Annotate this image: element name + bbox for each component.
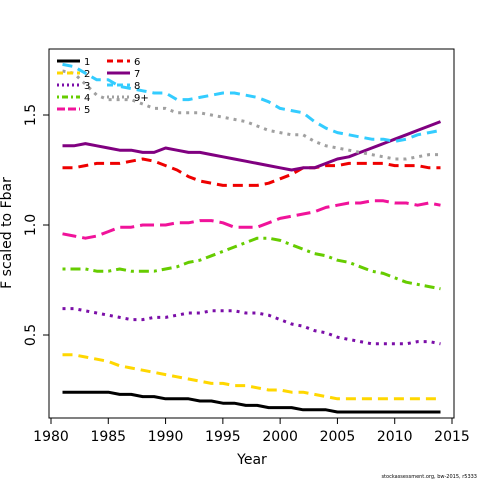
y-tick-label: 1.5 [23, 104, 39, 126]
x-tick-label: 2000 [262, 429, 298, 445]
x-axis-label: Year [236, 452, 267, 468]
x-tick-label: 2010 [377, 429, 413, 445]
y-axis-label: F scaled to Fbar [0, 177, 15, 289]
legend-label: 5 [84, 105, 90, 116]
legend-label: 9+ [134, 93, 149, 104]
x-tick-label: 1980 [33, 429, 69, 445]
legend-label: 1 [84, 57, 90, 68]
series-line-5 [62, 199, 441, 240]
x-tick-label: 2005 [320, 429, 356, 445]
legend-label: 2 [84, 69, 90, 80]
legend-label: 6 [134, 57, 140, 68]
series-line-4 [62, 236, 441, 291]
y-tick-label: 0.5 [23, 324, 39, 346]
y-axis: 0.5 1.0 1.5 [23, 104, 49, 346]
legend-label: 3 [84, 81, 90, 92]
x-tick-label: 2015 [434, 429, 470, 445]
legend-label: 7 [134, 69, 140, 80]
series-line-9plus [62, 69, 441, 161]
x-tick-label: 1985 [90, 429, 126, 445]
legend-label: 8 [134, 81, 140, 92]
plot-frame [48, 48, 455, 419]
series-line-8 [62, 62, 441, 143]
series-line-7 [62, 120, 442, 172]
x-axis: 1980 1985 1990 1995 2000 2005 2010 2015 [33, 418, 470, 445]
series-line-6 [62, 157, 441, 187]
x-tick-label: 1995 [205, 429, 241, 445]
series-line-1 [62, 390, 441, 414]
credit-text: stockassessment.org, bw-2015, r5333 [381, 474, 477, 480]
legend-label: 4 [84, 93, 90, 104]
series-line-3 [62, 307, 441, 346]
y-tick-label: 1.0 [23, 214, 39, 236]
series-line-2 [62, 353, 441, 401]
series-lines [62, 62, 442, 414]
x-tick-label: 1990 [148, 429, 184, 445]
